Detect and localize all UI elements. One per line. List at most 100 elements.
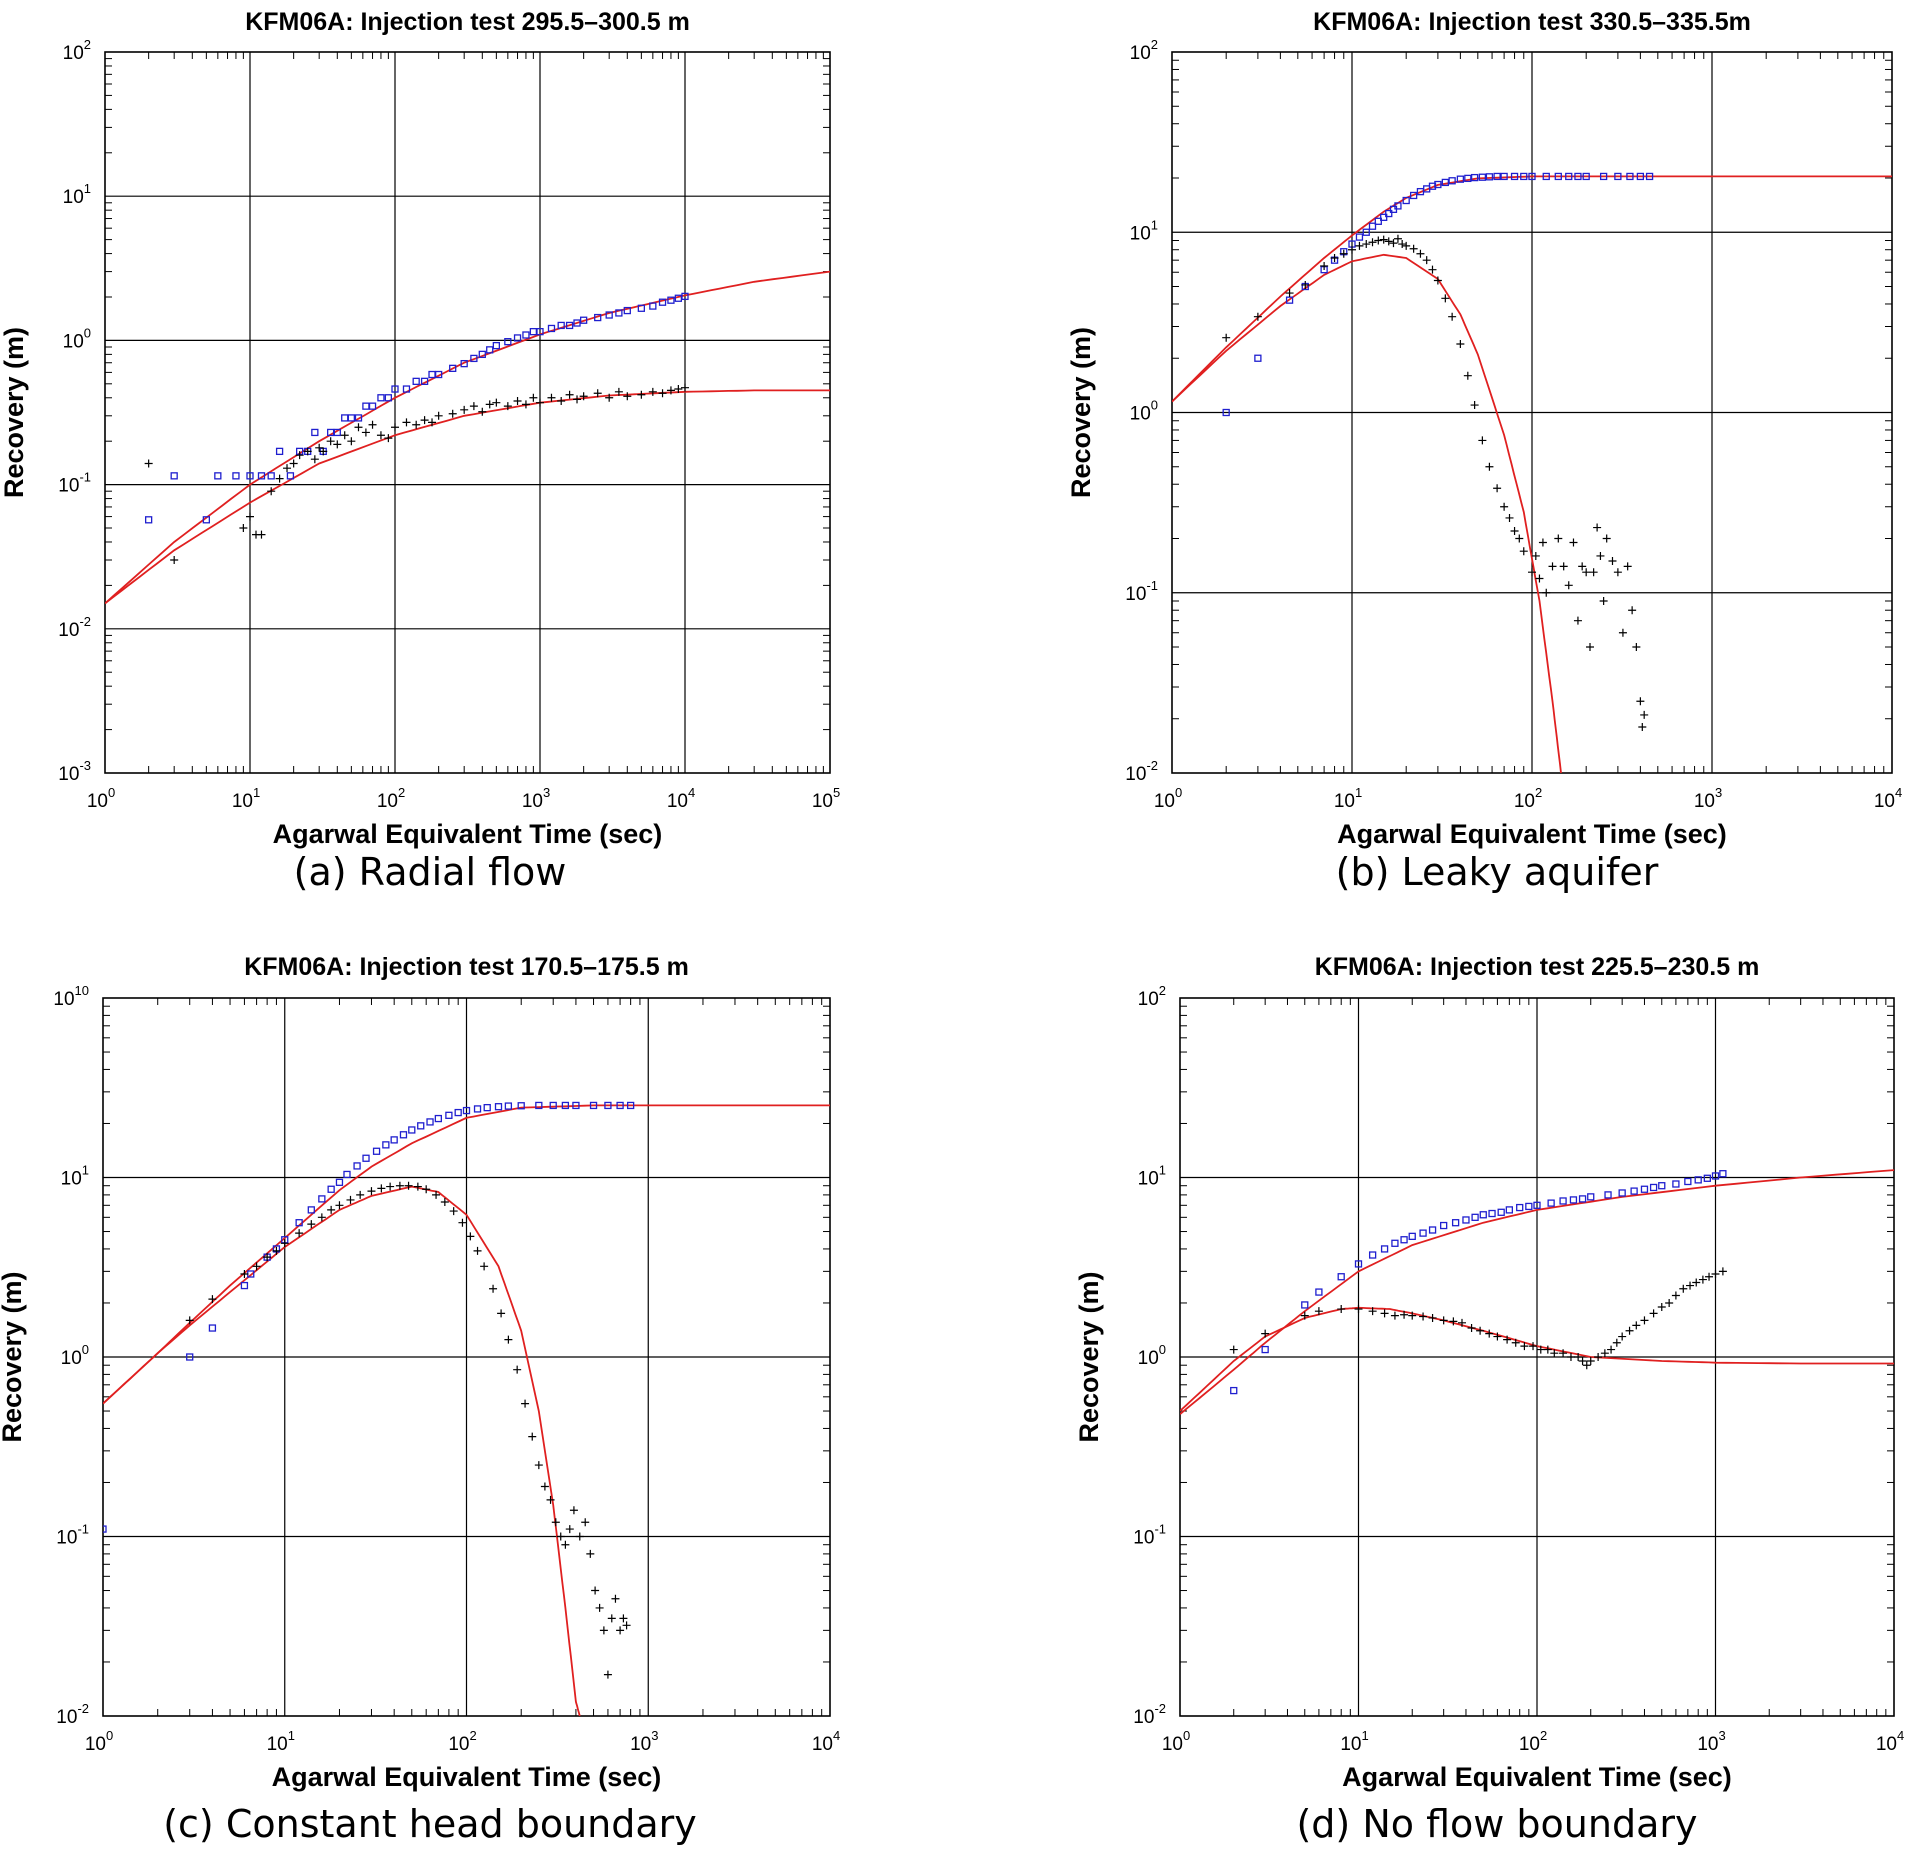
data-point — [372, 1147, 381, 1155]
data-point — [1503, 1335, 1512, 1344]
data-point — [1380, 1245, 1389, 1253]
data-point — [1614, 172, 1622, 181]
data-point — [593, 389, 602, 398]
recovery-series — [144, 292, 689, 524]
data-point — [1500, 502, 1509, 511]
data-point — [1300, 1311, 1309, 1320]
data-point — [318, 1195, 326, 1203]
plot-frame — [104, 51, 831, 774]
data-point — [1457, 1318, 1466, 1327]
data-point — [257, 472, 266, 480]
y-tick-label: 10-2 — [1133, 1701, 1166, 1728]
data-point — [1632, 643, 1641, 652]
data-point — [594, 313, 602, 322]
data-point — [1505, 1206, 1513, 1214]
data-point — [395, 1181, 404, 1190]
x-tick-label: 100 — [85, 1728, 113, 1755]
data-point — [589, 1101, 598, 1110]
data-point — [280, 1239, 289, 1248]
data-point — [239, 524, 248, 533]
data-point — [549, 1101, 557, 1110]
data-point — [412, 377, 420, 386]
data-point — [1719, 1170, 1727, 1178]
data-point — [483, 1103, 491, 1112]
x-tick-label: 102 — [1519, 1728, 1547, 1755]
data-point — [202, 516, 211, 524]
data-point — [1230, 1386, 1238, 1395]
y-tick-label: 101 — [1138, 1163, 1166, 1190]
data-point — [572, 1101, 580, 1110]
data-point — [611, 1594, 620, 1603]
data-point — [1488, 1209, 1496, 1218]
data-point — [1409, 244, 1418, 253]
data-point — [1451, 1219, 1460, 1227]
gridlines — [103, 998, 830, 1716]
data-point — [170, 472, 178, 480]
x-axis-label: Agarwal Equivalent Time (sec) — [1342, 1762, 1732, 1792]
data-point — [1520, 172, 1528, 181]
data-point — [1374, 236, 1383, 245]
data-point — [1493, 484, 1502, 493]
derivative-series — [185, 1181, 631, 1679]
y-tick-label: 1010 — [53, 983, 89, 1010]
chart-title: KFM06A: Injection test 170.5–175.5 m — [244, 953, 689, 981]
data-point — [557, 396, 566, 405]
y-tick-label: 101 — [1130, 217, 1158, 244]
data-point — [1626, 172, 1634, 181]
gridlines — [1180, 998, 1894, 1716]
data-point — [362, 402, 370, 410]
data-point — [1362, 240, 1371, 249]
data-point — [432, 1190, 441, 1199]
data-point — [275, 447, 284, 456]
data-point — [434, 411, 443, 420]
data-point — [1463, 371, 1472, 380]
data-point — [1694, 1176, 1702, 1184]
data-point — [417, 1122, 425, 1130]
data-point — [1400, 1310, 1409, 1319]
data-point — [561, 1540, 570, 1549]
data-point — [1408, 1232, 1416, 1241]
data-point — [267, 487, 276, 496]
data-point — [540, 1482, 549, 1491]
data-point — [1402, 241, 1411, 250]
y-tick-label: 10-2 — [1125, 758, 1158, 785]
data-point — [1711, 1270, 1720, 1278]
x-tick-label: 104 — [812, 1728, 840, 1755]
panel-caption: (a) Radial flow — [294, 850, 567, 894]
data-point — [384, 394, 393, 402]
minor-ticks — [1180, 998, 1894, 1716]
data-point — [1636, 172, 1645, 181]
data-point — [1354, 1260, 1363, 1268]
x-tick-label: 100 — [87, 785, 115, 812]
x-axis-label: Agarwal Equivalent Time (sec) — [272, 1762, 662, 1792]
data-point — [341, 414, 349, 422]
panel-caption: (b) Leaky aquifer — [1336, 850, 1659, 894]
x-tick-label: 100 — [1162, 1728, 1190, 1755]
data-point — [454, 1108, 462, 1117]
data-point — [408, 1126, 416, 1134]
data-point — [1439, 1316, 1448, 1325]
data-point — [1422, 256, 1431, 265]
data-point — [1354, 1305, 1363, 1314]
data-point — [1602, 534, 1611, 543]
data-point — [327, 1185, 335, 1193]
data-point — [311, 428, 319, 437]
data-point — [361, 428, 370, 437]
data-point — [1536, 1345, 1545, 1354]
chart-panel-2: 100 101 102 103 104 10-2 10-1 100 101 102 KFM06A: … — [1066, 8, 1902, 894]
data-point — [1582, 1361, 1591, 1370]
data-point — [402, 385, 411, 393]
data-point — [1470, 401, 1479, 410]
data-point — [536, 398, 544, 407]
chart-panel-4: 100 101 102 103 104 10-2 10-1 100 101 102 KFM06A: … — [1074, 953, 1904, 1846]
x-tick-label: 103 — [1694, 785, 1722, 812]
data-point — [1448, 312, 1457, 321]
data-point — [1542, 172, 1550, 181]
data-point — [1640, 710, 1649, 719]
data-point — [1315, 1288, 1323, 1296]
data-point — [428, 370, 436, 379]
data-point — [1440, 1221, 1448, 1230]
data-point — [1384, 237, 1393, 246]
data-point — [1389, 239, 1398, 248]
data-point — [1705, 1272, 1714, 1281]
